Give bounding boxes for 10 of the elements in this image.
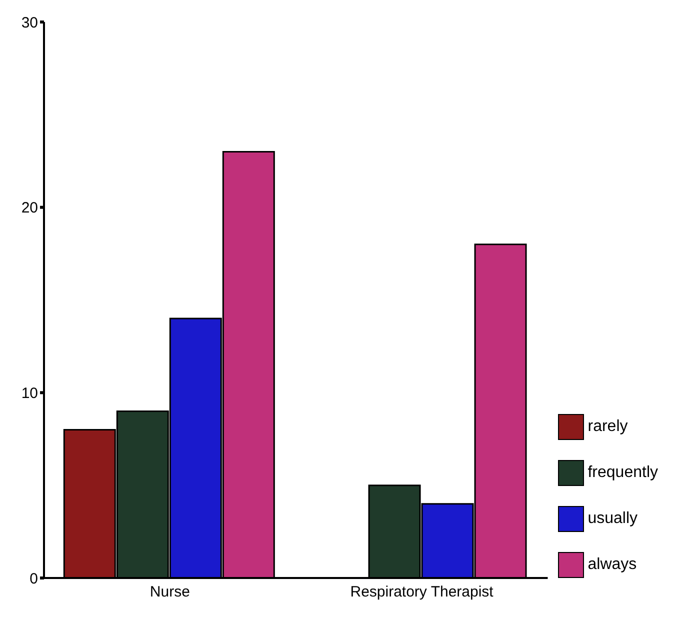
y-tick-label: 30 [21,14,38,32]
y-tick-label: 10 [21,384,38,402]
legend-label: frequently [588,464,658,482]
y-tick-label: 20 [21,200,38,217]
legend-label: usually [588,510,638,528]
x-tick-label: Nurse [150,584,190,601]
y-tick-label: 0 [30,570,38,588]
legend-label: rarely [588,418,628,436]
x-tick-label: Respiratory Therapist [350,584,494,601]
legend-label: always [588,556,637,574]
